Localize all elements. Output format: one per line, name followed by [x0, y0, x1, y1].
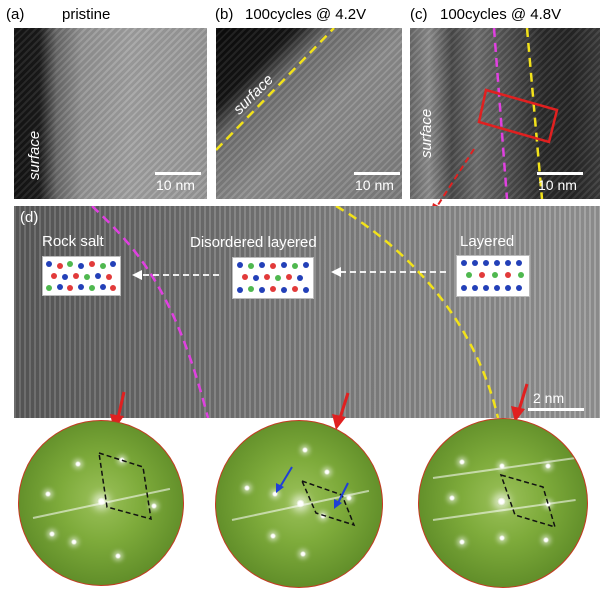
panel-d-label: (d): [20, 209, 39, 226]
panel-c-label: (c): [410, 6, 428, 23]
scale-bar-label: 2 nm: [533, 390, 565, 406]
scale-bar: [528, 408, 584, 411]
diffraction-spot: [545, 463, 551, 469]
panel-c-title: 100cycles @ 4.8V: [440, 6, 562, 23]
yellow-boundary-line: [216, 28, 335, 151]
diffraction-spot: [499, 463, 505, 469]
unit-cell-and-arrows: [276, 466, 356, 527]
panel-b-title: 100cycles @ 4.2V: [245, 6, 367, 23]
fft-pattern-rock-salt: [18, 420, 184, 586]
panel-b-label: (b): [215, 6, 234, 23]
scale-bar-label: 10 nm: [156, 177, 195, 193]
panel-a-label: (a): [6, 6, 25, 23]
panel-a-image: surface 10 nm: [14, 28, 207, 199]
diffraction-spot: [244, 485, 250, 491]
panel-b-image: surface 10 nm: [216, 28, 402, 199]
scale-bar: [354, 172, 400, 175]
unit-cell-outline: [499, 473, 557, 529]
diffraction-spot: [459, 459, 465, 465]
diffraction-spot: [300, 551, 306, 557]
diffraction-spot: [543, 537, 549, 543]
diffraction-spot: [272, 491, 278, 497]
diffraction-spot: [499, 535, 505, 541]
diffraction-spot: [151, 503, 157, 509]
diffraction-spot: [115, 553, 121, 559]
fft-pattern-layered: [418, 418, 588, 588]
diffraction-spot: [324, 469, 330, 475]
diffraction-spot: [346, 495, 352, 501]
scale-bar: [537, 172, 583, 175]
panel-a-title: pristine: [62, 6, 111, 23]
diffraction-spot: [497, 497, 506, 506]
panel-d-image: (d) Rock salt Disordered layered Layered: [14, 206, 600, 418]
lattice-texture: [216, 28, 402, 199]
scale-bar-label: 10 nm: [538, 177, 577, 193]
unit-cell-outline: [98, 451, 152, 521]
diffraction-spot: [459, 539, 465, 545]
diffraction-spot: [45, 491, 51, 497]
layered-structure-inset: [456, 255, 530, 297]
lattice-fringes: [14, 206, 600, 418]
diffraction-spot: [449, 495, 455, 501]
diffraction-spot: [49, 531, 55, 537]
phase-boundaries: [91, 206, 500, 418]
region-label-layered: Layered: [460, 233, 515, 250]
panel-c-overlays: [477, 28, 559, 199]
diffraction-spot: [320, 513, 326, 519]
scale-bar: [155, 172, 201, 175]
diffraction-spot: [302, 447, 308, 453]
diffraction-spot: [71, 539, 77, 545]
region-label-disordered-layered: Disordered layered: [190, 234, 317, 251]
panel-c-image: surface 10 nm: [410, 28, 600, 199]
diffraction-spot: [270, 533, 276, 539]
fft-pattern-disordered-layered: [215, 420, 383, 588]
rock-salt-structure-inset: [42, 256, 121, 296]
disordered-layered-structure-inset: [232, 257, 314, 299]
diffraction-spot: [75, 461, 81, 467]
scale-bar-label: 10 nm: [355, 177, 394, 193]
lattice-texture: [14, 28, 207, 199]
region-label-rock-salt: Rock salt: [42, 233, 104, 250]
